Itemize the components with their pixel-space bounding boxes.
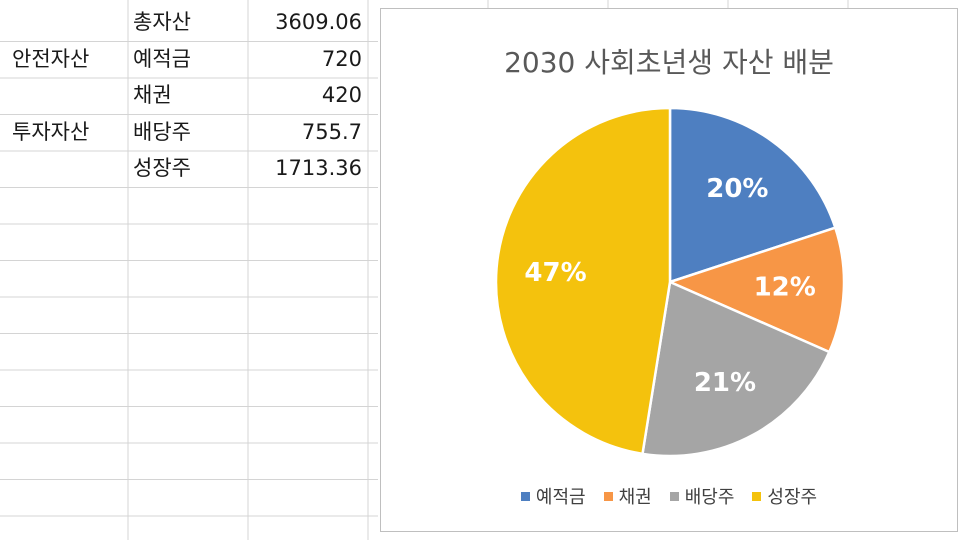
cell-value[interactable]: 420 [321,83,362,107]
data-label: 47% [524,258,586,288]
pie-slice-성장주[interactable] [494,106,672,456]
cell-value[interactable]: 720 [321,46,362,71]
cell-item[interactable]: 배당주 [133,119,191,144]
pie-chart[interactable]: 2030 사회초년생 자산 배분 20% 12% 21% 47% 예적금 채권 배당주 성장… [380,8,958,532]
cell-group[interactable]: 안전자산 [12,46,90,71]
legend-swatch [520,491,530,501]
cell-value[interactable]: 3609.06 [275,10,362,34]
legend-item[interactable]: 배당주 [669,483,735,509]
cell-item[interactable]: 총자산 [133,10,191,34]
data-label: 21% [694,368,756,398]
cell-group[interactable]: 투자자산 [12,119,90,144]
cell-item[interactable]: 성장주 [133,156,191,180]
cell-value[interactable]: 1713.36 [275,156,362,180]
data-label: 20% [706,174,768,204]
legend-swatch [752,491,762,501]
legend-swatch [603,491,613,501]
legend-label: 성장주 [767,487,818,508]
legend-label: 예적금 [535,487,586,508]
pie-plot-area: 20% 12% 21% 47% [494,106,846,458]
data-label: 12% [754,273,816,303]
chart-legend: 예적금 채권 배당주 성장주 [381,483,957,509]
legend-swatch [669,491,679,501]
cell-group[interactable] [12,4,124,40]
cell-value[interactable]: 755.7 [301,119,362,144]
chart-title: 2030 사회초년생 자산 배분 [504,46,834,79]
pie-slice-채권[interactable] [666,226,846,354]
cell-item[interactable]: 예적금 [133,46,191,71]
legend-item[interactable]: 예적금 [520,483,586,509]
cell-item[interactable]: 채권 [133,83,172,107]
cell-group[interactable] [12,77,124,113]
cell-group[interactable] [12,150,124,186]
legend-item[interactable]: 성장주 [752,483,817,509]
pie-slice-배당주[interactable] [641,280,831,458]
legend-label: 배당주 [684,487,735,508]
legend-label: 채권 [618,487,652,508]
legend-item[interactable]: 채권 [603,483,652,509]
pie-slice-예적금[interactable] [668,106,837,284]
